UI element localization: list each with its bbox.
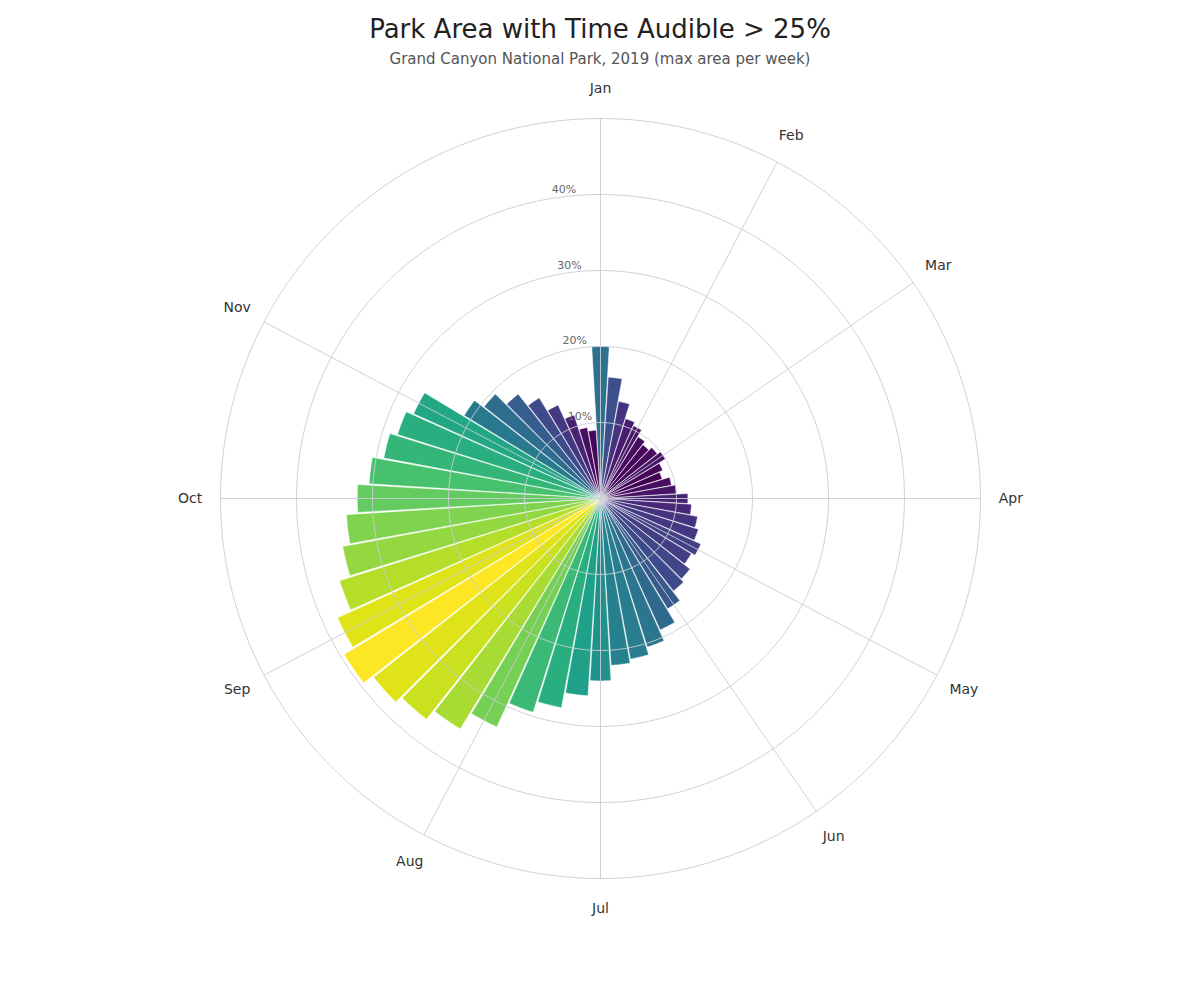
svg-text:Oct: Oct xyxy=(178,490,203,506)
svg-text:Jul: Jul xyxy=(591,900,609,916)
svg-text:Mar: Mar xyxy=(925,257,952,273)
svg-text:Apr: Apr xyxy=(999,490,1023,506)
svg-text:30%: 30% xyxy=(557,259,581,272)
svg-text:Feb: Feb xyxy=(779,127,804,143)
svg-text:Jun: Jun xyxy=(822,828,845,844)
svg-text:Jan: Jan xyxy=(589,80,612,96)
svg-text:10%: 10% xyxy=(568,410,592,423)
svg-text:May: May xyxy=(949,681,978,697)
svg-text:Aug: Aug xyxy=(396,853,423,869)
svg-text:Sep: Sep xyxy=(224,681,251,697)
svg-text:40%: 40% xyxy=(552,183,576,196)
html-text:Park Area with Time Audible >: Park Area with Time Audible > 25% xyxy=(369,14,831,44)
svg-text:Nov: Nov xyxy=(223,299,250,315)
svg-text:20%: 20% xyxy=(562,334,586,347)
html-text:Grand Canyon National Park, 20: Grand Canyon National Park, 2019 (max ar… xyxy=(389,50,811,68)
